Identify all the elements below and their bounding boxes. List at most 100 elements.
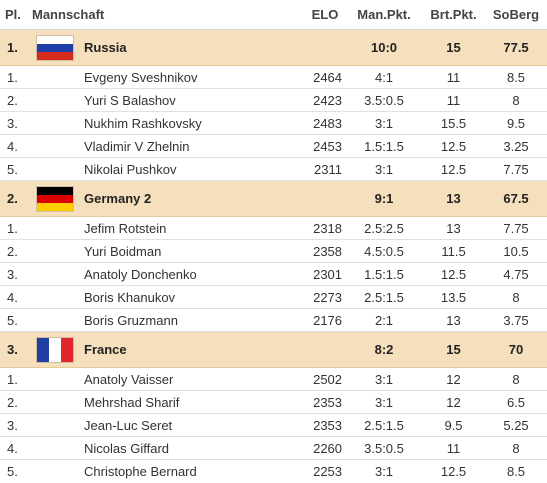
player-name[interactable]: Nikolai Pushkov [84,157,305,181]
player-name[interactable]: Yuri S Balashov [84,88,305,112]
header-team[interactable]: Mannschaft [32,0,305,30]
player-row: 1. Evgeny Sveshnikov 2464 4:1 11 8.5 [0,65,547,89]
player-name[interactable]: Mehrshad Sharif [84,390,305,414]
team-flag-cell [32,180,84,217]
player-soberg: 3.75 [485,308,547,332]
player-board-points: 13 [422,216,486,240]
player-elo: 2318 [304,216,347,240]
player-elo: 2358 [304,239,347,263]
player-row: 3. Nukhim Rashkovsky 2483 3:1 15.5 9.5 [0,111,547,135]
player-name[interactable]: Yuri Boidman [84,239,305,263]
team-name[interactable]: France [84,331,305,368]
player-board-points: 11 [422,65,486,89]
team-match-points: 9:1 [346,180,423,217]
player-name[interactable]: Boris Gruzmann [84,308,305,332]
team-soberg: 70 [485,331,547,368]
player-soberg: 8 [485,88,547,112]
player-soberg: 3.25 [485,134,547,158]
player-name[interactable]: Nukhim Rashkovsky [84,111,305,135]
team-board-points: 13 [422,180,486,217]
team-rank: 1. [0,29,32,66]
player-name[interactable]: Jean-Luc Seret [84,413,305,437]
player-row: 4. Boris Khanukov 2273 2.5:1.5 13.5 8 [0,285,547,309]
player-name[interactable]: Boris Khanukov [84,285,305,309]
player-board: 3. [0,413,32,437]
player-spacer [32,436,84,460]
player-soberg: 7.75 [485,216,547,240]
team-row[interactable]: 2. Germany 2 9:1 13 67.5 [0,180,547,217]
player-spacer [32,239,84,263]
team-name[interactable]: Russia [84,29,305,66]
player-board: 4. [0,134,32,158]
player-result: 2.5:1.5 [346,285,423,309]
player-board: 1. [0,65,32,89]
player-row: 2. Yuri Boidman 2358 4.5:0.5 11.5 10.5 [0,239,547,263]
player-board: 5. [7,463,18,479]
header-place[interactable]: Pl. [0,0,32,30]
player-row: 5. Nikolai Pushkov 2311 3:1 12.5 7.75 [0,157,547,181]
player-result: 1.5:1.5 [346,262,423,286]
team-elo-empty [304,29,347,66]
player-board-points: 13 [422,308,486,332]
player-row: 4. Nicolas Giffard 2260 3.5:0.5 11 8 [0,436,547,460]
team-soberg: 67.5 [485,180,547,217]
player-spacer [32,285,84,309]
team-board-points: 15 [422,331,486,368]
player-elo: 2353 [304,413,347,437]
player-result: 2.5:2.5 [346,216,423,240]
player-elo: 2502 [304,367,347,391]
team-row[interactable]: 3. France 8:2 15 70 [0,331,547,368]
player-board: 1. [0,216,32,240]
player-soberg: 9.5 [485,111,547,135]
player-name[interactable]: Evgeny Sveshnikov [84,65,305,89]
player-elo: 2483 [304,111,347,135]
russia-flag-icon [37,35,73,60]
player-spacer [32,111,84,135]
player-result: 3:1 [346,367,423,391]
player-board-points: 11 [422,88,486,112]
player-board: 2. [0,88,32,112]
player-row: 1. Anatoly Vaisser 2502 3:1 12 8 [0,367,547,391]
player-board-points: 11 [422,436,486,460]
player-row: 3. Jean-Luc Seret 2353 2.5:1.5 9.5 5.25 [0,413,547,437]
player-result: 1.5:1.5 [346,134,423,158]
player-spacer [32,65,84,89]
player-name[interactable]: Jefim Rotstein [84,216,305,240]
player-soberg: 4.75 [485,262,547,286]
player-name[interactable]: Christophe Bernard [84,463,197,479]
player-elo: 2453 [304,134,347,158]
player-board: 3. [0,262,32,286]
player-result: 3.5:0.5 [346,436,423,460]
header-soberg[interactable]: SoBerg [485,0,547,30]
player-name[interactable]: Anatoly Vaisser [84,367,305,391]
player-spacer [32,157,84,181]
player-elo: 2311 [304,157,347,181]
player-result: 3:1 [346,111,423,135]
player-row: 5. Boris Gruzmann 2176 2:1 13 3.75 [0,308,547,332]
header-match-points[interactable]: Man.Pkt. [346,0,423,30]
player-spacer [32,134,84,158]
team-match-points: 10:0 [346,29,423,66]
player-board: 4. [0,285,32,309]
player-spacer [32,308,84,332]
team-row[interactable]: 1. Russia 10:0 15 77.5 [0,29,547,66]
header-elo[interactable]: ELO [304,0,347,30]
player-spacer [32,262,84,286]
team-rank: 2. [0,180,32,217]
player-name[interactable]: Vladimir V Zhelnin [84,134,305,158]
team-match-points: 8:2 [346,331,423,368]
team-rank: 3. [0,331,32,368]
player-row: 2. Mehrshad Sharif 2353 3:1 12 6.5 [0,390,547,414]
player-spacer [32,460,84,483]
player-board: 5. [0,157,32,181]
player-result: 4.5:0.5 [346,239,423,263]
header-board-points[interactable]: Brt.Pkt. [422,0,486,30]
team-name[interactable]: Germany 2 [84,180,305,217]
player-spacer [32,88,84,112]
player-name[interactable]: Anatoly Donchenko [84,262,305,286]
player-elo: 2353 [304,390,347,414]
player-board-points: 12 [422,367,486,391]
player-board: 3. [0,111,32,135]
player-name[interactable]: Nicolas Giffard [84,436,305,460]
